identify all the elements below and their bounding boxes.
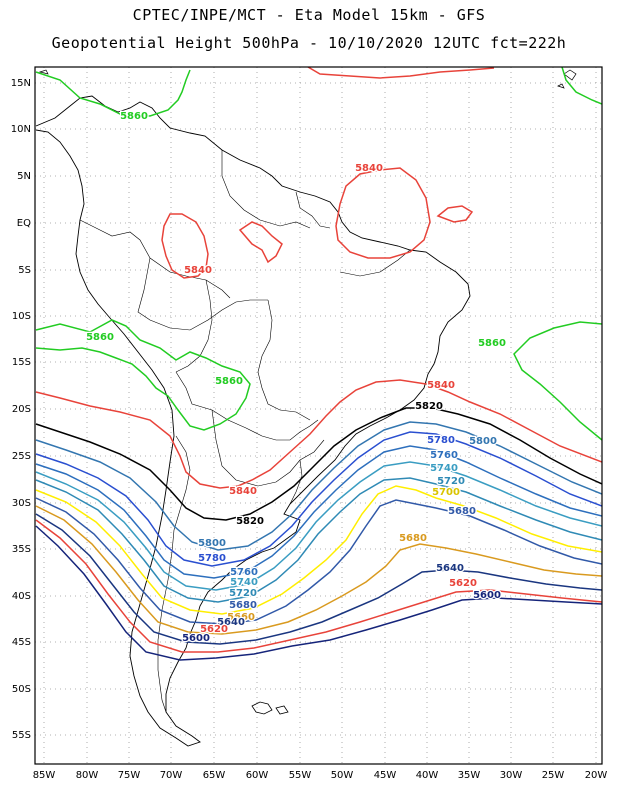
contour-label-5680: 5680 (448, 506, 476, 517)
contour-5840-small (238, 205, 474, 264)
contour-label-5800: 5800 (469, 436, 497, 447)
contour-5780 (35, 431, 602, 567)
lon-label: 75W (118, 770, 141, 781)
contour-lines (35, 67, 602, 661)
contour-label-5820: 5820 (415, 401, 443, 412)
lat-label: 45S (12, 637, 31, 648)
contour-5700 (35, 485, 602, 615)
lon-label: 45W (374, 770, 397, 781)
lat-label: 15S (12, 357, 31, 368)
latitude-labels: 15N 10N 5N EQ 5S 10S 15S 20S 25S 30S 35S 40S 45S 50S 5… (11, 78, 31, 741)
lon-label: 55W (289, 770, 312, 781)
contour-label-5740: 5740 (430, 463, 458, 474)
lat-label: 25S (12, 451, 31, 462)
contour-5720 (35, 477, 602, 603)
lon-label: 30W (500, 770, 523, 781)
chart-title: CPTEC/INPE/MCT - Eta Model 15km - GFS (132, 6, 486, 24)
graticule (35, 67, 602, 764)
contour-5860-central (35, 319, 251, 431)
lon-label: 20W (585, 770, 608, 781)
contour-label-5680: 5680 (399, 533, 427, 544)
lat-label: 55S (12, 730, 31, 741)
contour-5820 (35, 407, 602, 521)
contour-label-5820: 5820 (236, 516, 264, 527)
contour-label-5760: 5760 (430, 450, 458, 461)
contour-label-5760: 5760 (230, 567, 258, 578)
contour-label-5600: 5600 (182, 633, 210, 644)
contour-5760 (35, 445, 602, 579)
contour-label-5800: 5800 (198, 538, 226, 549)
contour-label-5660: 5660 (227, 612, 255, 623)
contour-label-5840: 5840 (184, 265, 212, 276)
contour-label-5620: 5620 (200, 624, 228, 635)
contour-5860-ne (561, 67, 602, 105)
contour-5840-south (35, 379, 602, 489)
lat-label: 50S (12, 684, 31, 695)
map-content (35, 67, 602, 747)
lon-label: 25W (542, 770, 565, 781)
longitude-labels: 85W 80W 75W 70W 65W 60W 55W 50W 45W 40W 35W 30W 25W 2… (33, 770, 608, 781)
contour-5860-east (513, 321, 602, 441)
lon-label: 50W (331, 770, 354, 781)
lon-label: 85W (33, 770, 56, 781)
falkland-islands (251, 701, 289, 715)
caribbean-islands (38, 69, 577, 89)
contour-label-5720: 5720 (437, 476, 465, 487)
chart-subtitle: Geopotential Height 500hPa - 10/10/2020 … (51, 34, 567, 52)
contour-label-5840: 5840 (427, 380, 455, 391)
contour-5620 (35, 519, 602, 653)
lat-label: 40S (12, 591, 31, 602)
contour-5860-north (35, 69, 191, 117)
contour-5740 (35, 461, 602, 591)
lat-label: 35S (12, 544, 31, 555)
map-frame (34, 66, 603, 765)
contour-label-5620: 5620 (449, 578, 477, 589)
lon-label: 40W (416, 770, 439, 781)
country-borders (79, 150, 411, 713)
contour-label-5780: 5780 (198, 553, 226, 564)
contour-label-5740: 5740 (230, 577, 258, 588)
contour-5640 (35, 513, 602, 645)
contour-label-5860: 5860 (215, 376, 243, 387)
lon-label: 80W (76, 770, 99, 781)
contour-5680 (35, 497, 602, 625)
contour-5840-amazon-east (335, 167, 431, 259)
contour-label-5720: 5720 (229, 588, 257, 599)
contour-label-5840: 5840 (229, 486, 257, 497)
contour-label-5780: 5780 (427, 435, 455, 446)
contour-labels: 5860 5840 5840 5860 5860 5860 5840 5820 5780 5800… (85, 110, 507, 646)
contour-label-5680: 5680 (229, 600, 257, 611)
lat-label: 5N (17, 171, 31, 182)
lon-label: 70W (160, 770, 183, 781)
lat-label: 15N (11, 78, 31, 89)
south-america-coastline (35, 95, 471, 747)
contour-label-5860: 5860 (120, 111, 148, 122)
contour-label-5840: 5840 (355, 163, 383, 174)
contour-5660 (35, 505, 602, 635)
lon-label: 35W (458, 770, 481, 781)
lat-label: 10N (11, 124, 31, 135)
lon-label: 65W (203, 770, 226, 781)
lat-label: 20S (12, 404, 31, 415)
contour-label-5860: 5860 (478, 338, 506, 349)
contour-label-5640: 5640 (436, 563, 464, 574)
lat-label: 5S (18, 265, 31, 276)
contour-label-5600: 5600 (473, 590, 501, 601)
lat-label: 10S (12, 311, 31, 322)
lon-label: 60W (246, 770, 269, 781)
contour-5840-north (307, 67, 495, 79)
contour-label-5860: 5860 (86, 332, 114, 343)
lat-label: EQ (17, 218, 31, 229)
contour-5840-amazon-west (161, 213, 209, 279)
contour-5600 (35, 525, 602, 661)
contour-label-5700: 5700 (432, 487, 460, 498)
contour-5800-a (35, 421, 602, 551)
contour-label-5640: 5640 (217, 617, 245, 628)
lat-label: 30S (12, 498, 31, 509)
